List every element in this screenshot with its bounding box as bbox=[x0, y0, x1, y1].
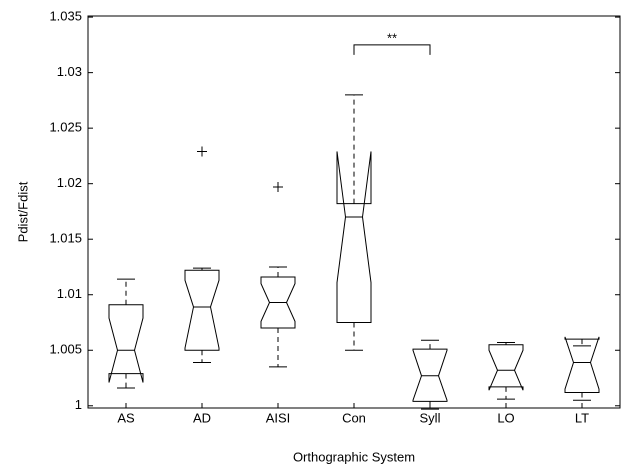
x-tick-label: LT bbox=[575, 410, 589, 425]
x-tick-label: AS bbox=[117, 410, 135, 425]
x-tick-label: Syll bbox=[420, 410, 441, 425]
y-tick-label: 1.005 bbox=[49, 342, 82, 357]
y-tick-label: 1.015 bbox=[49, 231, 82, 246]
box bbox=[184, 269, 220, 351]
plot-frame bbox=[87, 15, 621, 409]
outlier bbox=[197, 146, 207, 157]
y-tick-label: 1.025 bbox=[49, 120, 82, 135]
significance-label: ** bbox=[387, 30, 397, 45]
x-axis-label: Orthographic System bbox=[293, 449, 415, 464]
box bbox=[108, 304, 144, 383]
box bbox=[260, 276, 296, 329]
box bbox=[564, 336, 600, 393]
outlier bbox=[273, 182, 283, 193]
x-tick-label: LO bbox=[497, 410, 514, 425]
y-tick-label: 1 bbox=[75, 397, 82, 412]
y-tick-label: 1.02 bbox=[57, 175, 82, 190]
x-tick-label: AISI bbox=[266, 410, 291, 425]
significance-bracket bbox=[353, 44, 431, 55]
y-axis-label: Pdist/Fdist bbox=[15, 181, 30, 242]
x-tick-label: Con bbox=[342, 410, 366, 425]
y-tick-label: 1.03 bbox=[57, 64, 82, 79]
x-tick-label: AD bbox=[193, 410, 211, 425]
box bbox=[412, 348, 448, 402]
y-tick-label: 1.01 bbox=[57, 286, 82, 301]
box bbox=[336, 151, 372, 323]
y-tick-label: 1.035 bbox=[49, 9, 82, 24]
box bbox=[488, 344, 524, 391]
